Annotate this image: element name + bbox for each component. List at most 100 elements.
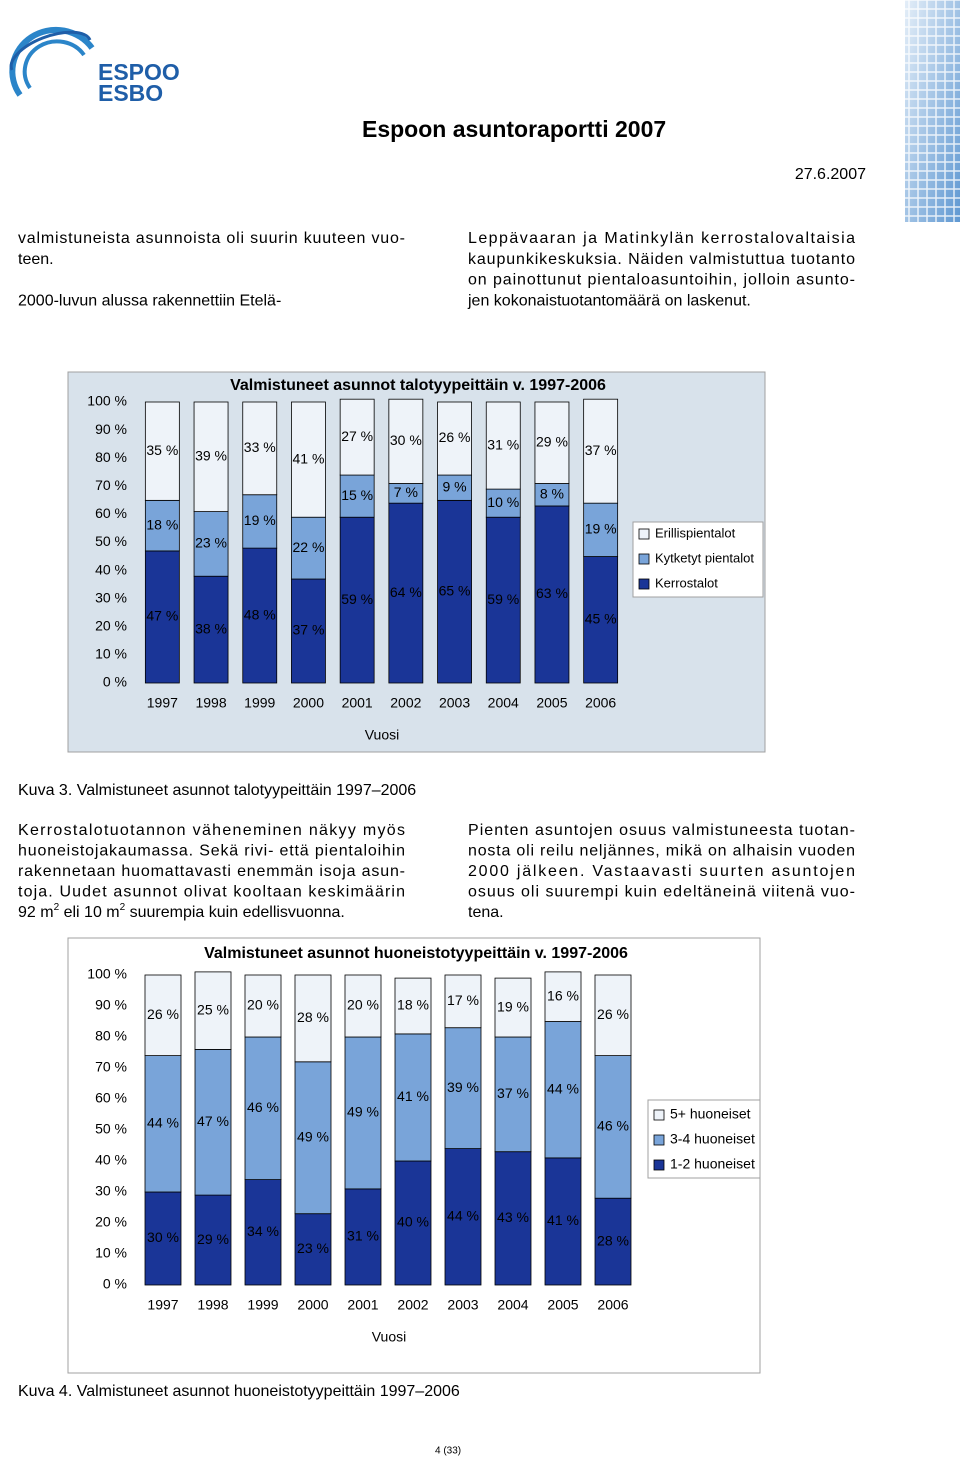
- legend-swatch: [638, 553, 650, 565]
- bar-segment: [437, 401, 472, 476]
- text-line: Kerrostalotuotannon väheneminen näkyy my…: [18, 822, 405, 839]
- y-tick-label: 80 %: [95, 449, 127, 465]
- value-label: 25 %: [197, 1001, 229, 1017]
- value-label: 37 %: [292, 622, 324, 638]
- chart-title: Valmistuneet asunnot huoneistotyypeittäi…: [204, 945, 628, 962]
- x-tick-label: 2005: [536, 695, 567, 711]
- value-label: 18 %: [146, 516, 178, 532]
- bar-segment: [194, 971, 232, 1050]
- x-tick-label: 1997: [147, 695, 178, 711]
- bar-segment: [244, 1036, 282, 1181]
- bar-segment: [339, 398, 375, 476]
- value-label: 30 %: [147, 1229, 179, 1245]
- bar-segment: [444, 1148, 482, 1286]
- value-label: 44 %: [547, 1080, 579, 1096]
- text-line: tena.: [468, 904, 504, 921]
- x-tick-label: 1997: [147, 1297, 178, 1313]
- x-tick-label: 2003: [439, 695, 470, 711]
- legend-swatch: [653, 1109, 665, 1121]
- text-segment: 2: [120, 902, 126, 913]
- value-label: 64 %: [390, 584, 422, 600]
- text-segment: 2: [54, 902, 60, 913]
- value-label: 47 %: [197, 1113, 229, 1129]
- y-tick-label: 50 %: [95, 1121, 127, 1137]
- text-line: valmistuneista asunnoista oli suurin kuu…: [18, 230, 405, 247]
- text-line: nosta oli reilu neljännes, mikä on alhai…: [468, 843, 855, 860]
- y-tick-label: 70 %: [95, 1059, 127, 1075]
- x-tick-label: 1998: [197, 1297, 228, 1313]
- chart-title: Valmistuneet asunnot talotyypeittäin v. …: [230, 377, 606, 394]
- value-label: 49 %: [347, 1104, 379, 1120]
- bar-segment: [344, 1036, 382, 1190]
- x-tick-label: 2001: [347, 1297, 378, 1313]
- bar-segment: [534, 505, 570, 684]
- text-line: osuus oli suurempi kuin edeltäneinä viit…: [468, 884, 855, 901]
- y-tick-label: 50 %: [95, 533, 127, 549]
- x-tick-label: 2000: [293, 695, 324, 711]
- value-label: 37 %: [497, 1085, 529, 1101]
- text-segment: suurempia kuin edellisvuonna.: [125, 904, 345, 921]
- value-label: 20 %: [347, 997, 379, 1013]
- bar-segment: [534, 401, 570, 484]
- bar-segment: [437, 474, 472, 501]
- value-label: 41 %: [397, 1088, 429, 1104]
- value-label: 46 %: [597, 1118, 629, 1134]
- value-label: 41 %: [292, 450, 324, 466]
- bar-segment: [394, 1033, 432, 1162]
- bar-segment: [193, 511, 229, 577]
- text-line: 2000-luvun alussa rakennettiin Etelä-: [18, 292, 281, 309]
- bar-segment: [144, 499, 180, 552]
- value-label: 41 %: [547, 1212, 579, 1228]
- x-tick-label: 2000: [297, 1297, 328, 1313]
- value-label: 39 %: [447, 1079, 479, 1095]
- value-label: 31 %: [347, 1228, 379, 1244]
- legend: [647, 1099, 761, 1179]
- bar-segment: [244, 974, 282, 1038]
- report-title: Espoon asuntoraportti 2007: [362, 116, 666, 142]
- value-label: 27 %: [341, 428, 373, 444]
- bar-segment: [485, 401, 521, 490]
- value-label: 29 %: [197, 1231, 229, 1247]
- value-label: 59 %: [341, 591, 373, 607]
- legend-label: 3-4 huoneiset: [670, 1131, 755, 1147]
- bar-segment: [444, 1027, 482, 1149]
- value-label: 59 %: [487, 591, 519, 607]
- text-segment: eli 10 m: [59, 904, 119, 921]
- value-label: 33 %: [244, 439, 276, 455]
- value-label: 22 %: [292, 539, 324, 555]
- text-line: huoneistojakaumassa. Sekä rivi- että pie…: [18, 843, 405, 860]
- logo-text: ESBO: [98, 80, 163, 106]
- text-line: on painottunut pientaloasuntoihin, jollo…: [468, 272, 855, 289]
- value-label: 38 %: [195, 620, 227, 636]
- value-label: 39 %: [195, 447, 227, 463]
- y-tick-label: 20 %: [95, 1214, 127, 1230]
- value-label: 44 %: [147, 1115, 179, 1131]
- bar-segment: [339, 516, 375, 684]
- x-tick-label: 2004: [497, 1297, 528, 1313]
- legend-label: Kytketyt pientalot: [655, 550, 754, 565]
- x-tick-label: 2006: [597, 1297, 628, 1313]
- bar-segment: [244, 1179, 282, 1286]
- x-tick-label: 2003: [447, 1297, 478, 1313]
- legend-label: 5+ huoneiset: [670, 1106, 751, 1122]
- value-label: 26 %: [147, 1006, 179, 1022]
- legend-swatch: [638, 528, 650, 540]
- text-segment: 92 m: [18, 904, 54, 921]
- bar-segment: [394, 977, 432, 1035]
- figure-caption: Kuva 4. Valmistuneet asunnot huoneistoty…: [18, 1383, 460, 1400]
- bar-segment: [583, 398, 619, 504]
- x-tick-label: 2002: [390, 695, 421, 711]
- text-line: Pienten asuntojen osuus valmistuneesta t…: [468, 822, 855, 839]
- y-tick-label: 100 %: [87, 966, 127, 982]
- value-label: 49 %: [297, 1128, 329, 1144]
- bar-segment: [494, 1151, 532, 1286]
- x-axis-label: Vuosi: [372, 1329, 407, 1345]
- bar-segment: [444, 974, 482, 1029]
- bar-segment: [394, 1160, 432, 1286]
- value-label: 31 %: [487, 436, 519, 452]
- legend-swatch: [653, 1134, 665, 1146]
- value-label: 17 %: [447, 992, 479, 1008]
- value-label: 19 %: [585, 521, 617, 537]
- y-tick-label: 0 %: [103, 674, 127, 690]
